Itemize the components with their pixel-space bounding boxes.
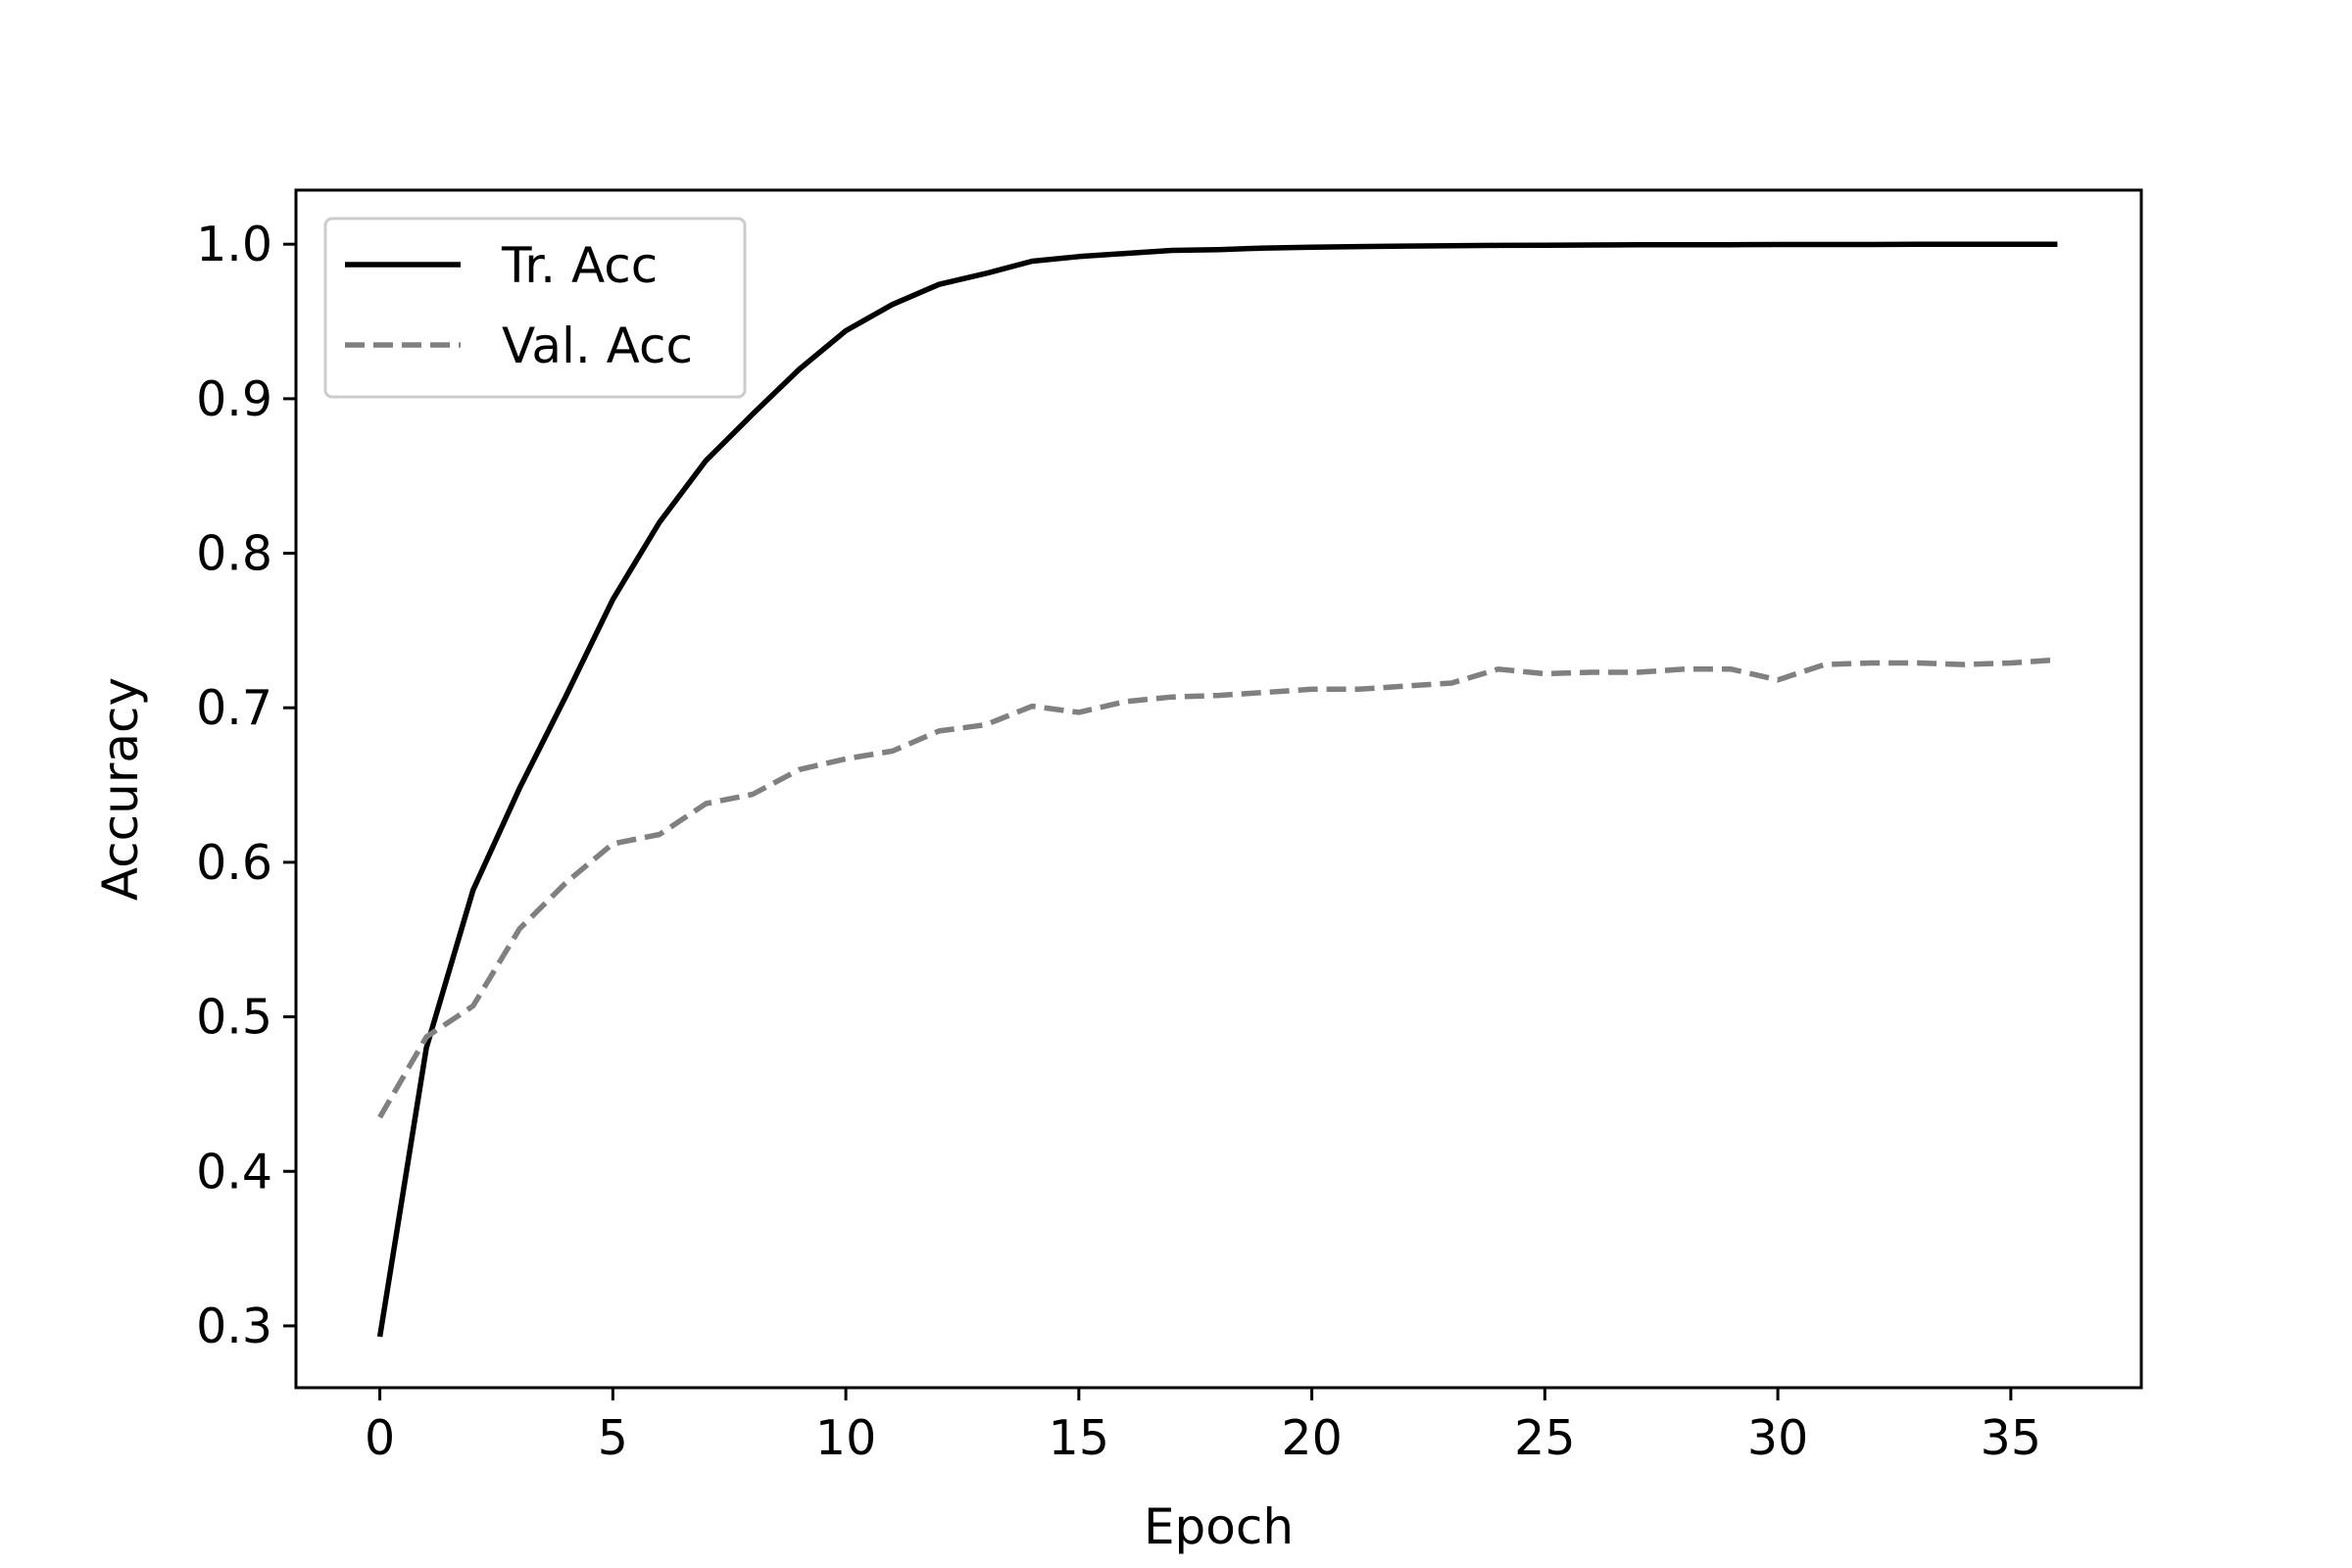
x-tick-label: 10 [815, 1410, 876, 1466]
series-line-val-acc [377, 657, 2058, 1119]
x-tick-label: 35 [1981, 1410, 2041, 1466]
y-axis-ticks: 0.3 0.4 0.5 0.6 0.7 0.8 0.9 1.0 [196, 217, 296, 1354]
y-tick-label: 0.5 [196, 990, 272, 1046]
x-axis-label: Epoch [1144, 1498, 1294, 1555]
plot-frame [294, 188, 2143, 1390]
y-tick-label: 0.7 [196, 680, 272, 736]
x-tick-label: 30 [1747, 1410, 1808, 1466]
legend-label-tr-acc: Tr. Acc [501, 237, 658, 294]
legend-label-val-acc: Val. Acc [502, 318, 693, 374]
x-tick-label: 15 [1049, 1410, 1109, 1466]
y-tick-label: 1.0 [196, 217, 272, 272]
y-tick-label: 0.3 [196, 1298, 272, 1354]
y-tick-label: 0.4 [196, 1144, 272, 1200]
x-tick-label: 0 [365, 1410, 395, 1466]
x-tick-label: 5 [598, 1410, 628, 1466]
x-tick-label: 20 [1281, 1410, 1342, 1466]
x-tick-label: 25 [1514, 1410, 1575, 1466]
y-tick-label: 0.8 [196, 526, 272, 582]
x-axis-ticks: 0 5 10 15 20 25 30 35 [365, 1388, 2041, 1466]
series-layer [376, 241, 2058, 1338]
y-tick-label: 0.6 [196, 835, 272, 891]
y-axis-label: Accuracy [92, 677, 149, 901]
y-tick-label: 0.9 [196, 371, 272, 427]
legend: Tr. Acc Val. Acc [323, 217, 747, 399]
series-line-tr-acc [376, 241, 2058, 1338]
